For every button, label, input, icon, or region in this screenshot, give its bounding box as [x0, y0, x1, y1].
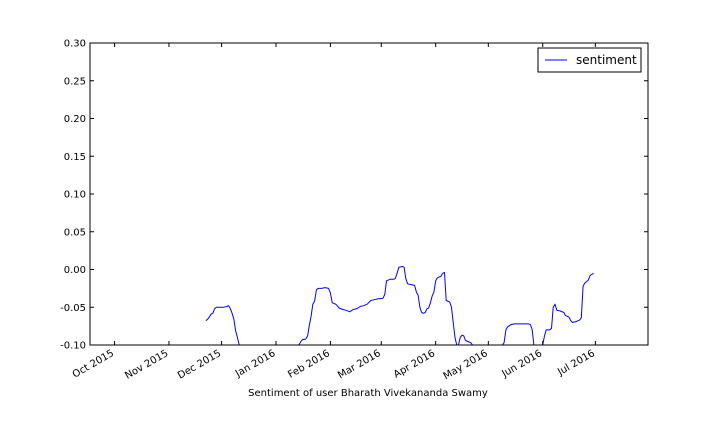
- y-tick-label: 0.00: [64, 265, 86, 276]
- axes-frame: [89, 42, 649, 346]
- x-tick-label: May 2016: [442, 348, 490, 382]
- y-tick-label: 0.20: [64, 114, 86, 125]
- y-axis: 0.30 0.25 0.20 0.15 0.10 0.05 0.00 -0.05 -0.10: [60, 39, 648, 352]
- x-tick-label: Apr 2016: [392, 348, 437, 380]
- legend: sentiment: [537, 47, 642, 73]
- x-tick-label: Jun 2016: [500, 348, 545, 380]
- plot-area: [205, 266, 594, 345]
- y-tick-label: 0.15: [64, 152, 86, 163]
- x-tick-label: Oct 2015: [71, 348, 116, 380]
- x-tick-label: Jan 2016: [233, 348, 278, 380]
- x-tick-label: Feb 2016: [286, 348, 332, 381]
- x-tick-label: Nov 2015: [123, 348, 170, 382]
- x-axis-label: Sentiment of user Bharath Vivekananda Sw…: [248, 388, 488, 399]
- sentiment-series-line-segment-3: [501, 323, 535, 345]
- sentiment-series-line-segment-4: [542, 272, 594, 345]
- x-tick-label: Dec 2015: [176, 348, 223, 382]
- x-tick-label: Mar 2016: [336, 348, 383, 381]
- legend-label: sentiment: [576, 53, 637, 67]
- y-tick-label: 0.25: [64, 76, 86, 87]
- y-tick-label: 0.05: [64, 227, 86, 238]
- sentiment-series-line-segment-1: [205, 305, 240, 345]
- x-axis: Oct 2015 Nov 2015 Dec 2015 Jan 2016 Feb 2016…: [71, 43, 597, 382]
- y-tick-label: 0.30: [64, 39, 86, 50]
- x-tick-label: Jul 2016: [555, 348, 597, 378]
- y-tick-label: -0.10: [60, 341, 86, 352]
- sentiment-series-line-segment-2: [298, 266, 473, 345]
- y-tick-label: -0.05: [60, 303, 86, 314]
- y-tick-label: 0.10: [64, 190, 86, 201]
